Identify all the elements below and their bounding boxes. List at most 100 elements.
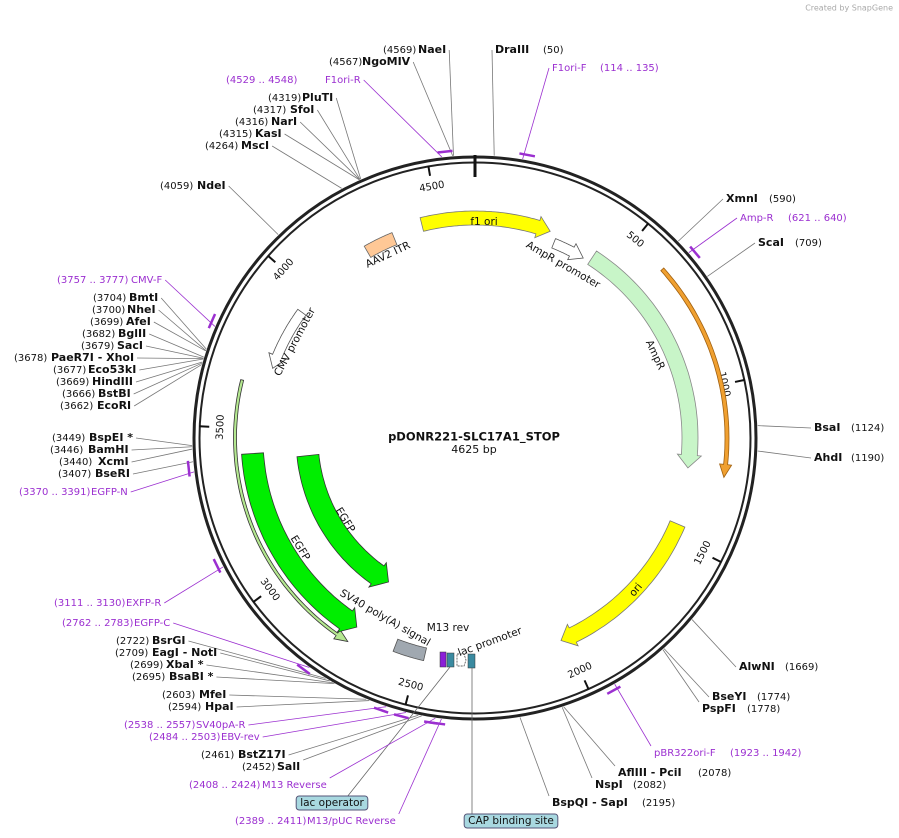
site-position: (2695): [132, 672, 165, 683]
tick-label: 3000: [258, 576, 282, 603]
feature-arrow: [296, 453, 389, 588]
primer-name: M13/pUC Reverse: [307, 816, 396, 827]
site-position: (3678): [14, 353, 47, 364]
site-position: (2594): [168, 702, 201, 713]
feature-label: M13 rev: [427, 622, 470, 634]
enzyme-name: BsaI: [814, 421, 840, 434]
site-leader: [563, 706, 616, 767]
site-position: (1778): [747, 704, 780, 715]
tick-mark: [252, 595, 262, 603]
site-leader: [216, 676, 335, 685]
site-position: (4059): [160, 181, 193, 192]
enzyme-name: BseRI: [95, 467, 130, 480]
primer-mark: [428, 721, 446, 726]
site-leader: [229, 694, 367, 700]
site-leader: [363, 79, 443, 158]
enzyme-name: BamHI: [88, 443, 129, 456]
site-leader: [145, 345, 204, 359]
enzyme-name: BmtI: [129, 291, 158, 304]
site-position: (3669): [56, 377, 89, 388]
enzyme-name: AflIII - PciI: [618, 766, 682, 779]
site-position: (2709): [115, 648, 148, 659]
enzyme-name: AhdI: [814, 451, 842, 464]
enzyme-name: DraIII: [495, 43, 529, 56]
site-position: (709): [795, 238, 822, 249]
site-leader: [757, 450, 812, 459]
site-leader: [707, 242, 756, 277]
site-position: (3699): [90, 317, 123, 328]
site-leader: [522, 67, 550, 160]
primer-mark: [186, 460, 191, 477]
site-position: (50): [543, 45, 564, 56]
site-leader: [131, 448, 193, 463]
enzyme-name: ScaI: [758, 236, 784, 249]
site-leader: [133, 362, 203, 395]
site-position: (2078): [698, 768, 731, 779]
site-position: (2195): [642, 798, 675, 809]
enzyme-name: AlwNI: [739, 660, 775, 673]
primer-position: (2538 .. 2557): [124, 720, 196, 731]
primer-position: (3370 .. 3391): [19, 487, 91, 498]
site-position: (3440): [59, 457, 92, 468]
site-leader: [688, 217, 738, 253]
enzyme-name: BsaBI *: [169, 670, 214, 683]
site-leader: [153, 321, 206, 352]
enzyme-name: AfeI: [126, 315, 151, 328]
feature-arrow: [660, 267, 733, 479]
feature-arrow: [363, 232, 398, 258]
primer-mark: [519, 152, 536, 158]
plasmid-name: pDONR221-SLC17A1_STOP: [388, 430, 560, 445]
site-position: (2452): [242, 762, 275, 773]
plasmid-length: 4625 bp: [451, 443, 496, 456]
site-position: (4317): [253, 105, 286, 116]
feature-label: f1 ori: [470, 216, 497, 228]
primer-position: (114 .. 135): [600, 63, 659, 74]
site-leader: [491, 49, 495, 156]
leader: [346, 666, 451, 798]
site-leader: [139, 358, 204, 371]
feature-arrow: [392, 638, 427, 662]
primer-position: (621 .. 640): [788, 213, 847, 224]
enzyme-name: NspI: [595, 778, 623, 791]
primer-name: SV40pA-R: [196, 720, 245, 731]
primer-position: (2762 .. 2783): [62, 618, 134, 629]
site-leader: [757, 425, 812, 429]
site-position: (3682): [82, 329, 115, 340]
enzyme-name: NarI: [271, 115, 297, 128]
feature-arrow: [268, 308, 307, 369]
enzyme-name: BsrGI: [152, 634, 185, 647]
site-leader: [303, 715, 422, 761]
site-position: (2082): [633, 780, 666, 791]
enzyme-name: BglII: [118, 327, 146, 340]
site-leader: [663, 648, 710, 698]
site-leader: [284, 133, 360, 181]
enzyme-name: XbaI *: [166, 658, 204, 671]
enzyme-name: HindIII: [92, 375, 133, 388]
cap-site-mark: [467, 653, 476, 669]
primer-mark: [212, 558, 222, 574]
site-position: (2722): [116, 636, 149, 647]
site-leader: [135, 437, 193, 446]
tick-mark: [734, 378, 746, 383]
site-leader: [206, 664, 334, 684]
site-leader: [662, 649, 700, 703]
enzyme-name: KasI: [255, 127, 282, 140]
enzyme-name: BseYI: [712, 690, 746, 703]
site-position: (3700): [92, 305, 125, 316]
site-leader: [288, 714, 419, 756]
site-leader: [164, 279, 216, 327]
site-leader: [262, 712, 407, 738]
primer-position: (3111 .. 3130): [54, 598, 126, 609]
primer-mark: [437, 149, 453, 154]
enzyme-name: MscI: [241, 139, 269, 152]
site-leader: [131, 446, 193, 451]
feature-label: CAP binding site: [468, 815, 554, 827]
site-leader: [448, 49, 454, 156]
site-position: (1124): [851, 423, 884, 434]
site-position: (4264): [205, 141, 238, 152]
site-leader: [132, 461, 194, 475]
m13-rev-mark: [439, 651, 447, 668]
enzyme-name: MfeI: [199, 688, 226, 701]
site-leader: [133, 364, 202, 407]
site-leader: [519, 717, 550, 797]
